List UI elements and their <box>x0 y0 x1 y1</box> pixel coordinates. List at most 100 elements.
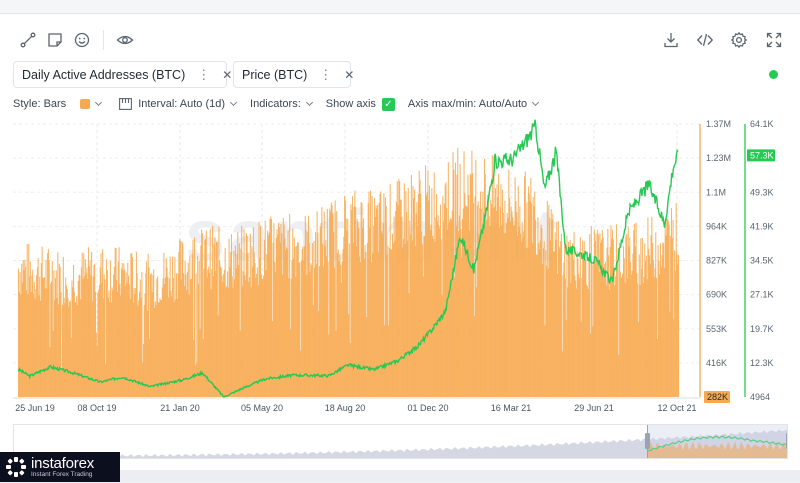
bar <box>495 210 497 397</box>
bar <box>67 298 69 397</box>
bar <box>434 241 436 397</box>
bar <box>516 236 519 397</box>
axis-maxmin-dropdown[interactable]: Axis max/min: Auto/Auto <box>408 98 540 110</box>
bar <box>102 298 104 397</box>
note-icon[interactable] <box>43 28 67 52</box>
bar <box>469 173 471 397</box>
more-options-icon[interactable]: ⋮ <box>319 66 333 82</box>
bar <box>458 215 460 397</box>
bar <box>200 245 202 397</box>
bar <box>50 283 52 397</box>
interval-dropdown[interactable]: Interval: Auto (1d) <box>119 98 238 110</box>
bar <box>494 188 497 397</box>
bar <box>670 235 672 397</box>
bar <box>66 289 68 397</box>
bar <box>186 290 188 397</box>
bar <box>344 200 346 397</box>
checkbox-checked-icon[interactable]: ✓ <box>381 97 395 111</box>
bar <box>324 245 326 397</box>
bar <box>480 191 482 397</box>
bar <box>597 229 599 397</box>
close-icon[interactable]: ✕ <box>344 67 355 82</box>
fullscreen-icon[interactable] <box>762 28 786 52</box>
bar <box>636 273 638 397</box>
style-dropdown[interactable]: Style: Bars <box>13 98 66 110</box>
bar <box>525 248 527 397</box>
bar <box>263 275 265 397</box>
bar <box>626 278 629 397</box>
range-navigator[interactable] <box>13 424 788 459</box>
bar <box>624 282 626 397</box>
bar <box>198 260 200 397</box>
brand-tagline: Instant Forex Trading <box>31 470 93 478</box>
bar <box>462 208 464 397</box>
bar <box>535 219 537 397</box>
bar <box>95 292 97 397</box>
bar <box>464 193 466 397</box>
bar <box>62 256 64 397</box>
bar <box>47 249 49 397</box>
bar <box>654 268 656 397</box>
bar <box>601 239 603 397</box>
indicators-dropdown[interactable]: Indicators: <box>250 98 313 110</box>
bar <box>106 270 108 397</box>
bar <box>529 201 531 397</box>
color-dropdown[interactable] <box>80 98 103 109</box>
bar <box>126 283 128 397</box>
bar <box>274 272 277 397</box>
bar <box>96 345 98 397</box>
bar <box>641 269 643 397</box>
bar <box>228 238 230 397</box>
show-axis-toggle[interactable]: Show axis ✓ <box>326 97 395 111</box>
navigator-selected-bars <box>647 441 787 458</box>
line-tool-icon[interactable] <box>16 28 40 52</box>
bar <box>128 275 130 397</box>
bar <box>666 218 668 397</box>
emoji-icon[interactable] <box>70 28 94 52</box>
navigator-selection[interactable] <box>645 425 787 458</box>
metric-chip-price[interactable]: Price (BTC) ⋮ ✕ <box>233 61 355 88</box>
bar <box>571 243 574 397</box>
bar <box>458 231 460 397</box>
bar <box>183 286 185 397</box>
close-icon[interactable]: ✕ <box>222 67 233 82</box>
bar <box>225 287 227 397</box>
bar <box>311 265 313 397</box>
bar <box>406 211 408 397</box>
bar <box>293 258 295 397</box>
current-value-label-left: 282K <box>707 392 728 402</box>
download-icon[interactable] <box>659 28 683 52</box>
bar <box>424 235 426 397</box>
metric-label: Price (BTC) <box>242 67 308 82</box>
bar <box>533 205 535 397</box>
more-options-icon[interactable]: ⋮ <box>197 66 211 82</box>
navigator-handle-left[interactable] <box>645 433 650 449</box>
bar <box>190 279 192 397</box>
bar <box>307 215 310 397</box>
bar <box>84 259 86 397</box>
bar <box>127 262 129 397</box>
bar <box>387 245 389 397</box>
bar <box>237 232 239 397</box>
bar <box>367 203 369 397</box>
bar <box>468 194 470 397</box>
metric-chip-active-addresses[interactable]: Daily Active Addresses (BTC) ⋮ ✕ <box>13 61 232 88</box>
bar <box>453 169 455 397</box>
x-tick-label: 01 Dec 20 <box>407 403 448 413</box>
bar <box>634 246 636 397</box>
gear-icon[interactable] <box>727 28 751 52</box>
bar <box>672 219 674 397</box>
bar <box>368 191 370 397</box>
metric-label: Daily Active Addresses (BTC) <box>22 67 186 82</box>
bar <box>380 191 382 397</box>
embed-code-icon[interactable] <box>693 28 717 52</box>
bar <box>323 211 325 397</box>
bar <box>447 229 449 397</box>
bar <box>260 274 262 397</box>
eye-icon[interactable] <box>113 28 137 52</box>
bar <box>465 206 467 397</box>
bar <box>572 259 574 397</box>
navigator-handle-right[interactable] <box>786 433 787 449</box>
bar <box>71 280 73 397</box>
